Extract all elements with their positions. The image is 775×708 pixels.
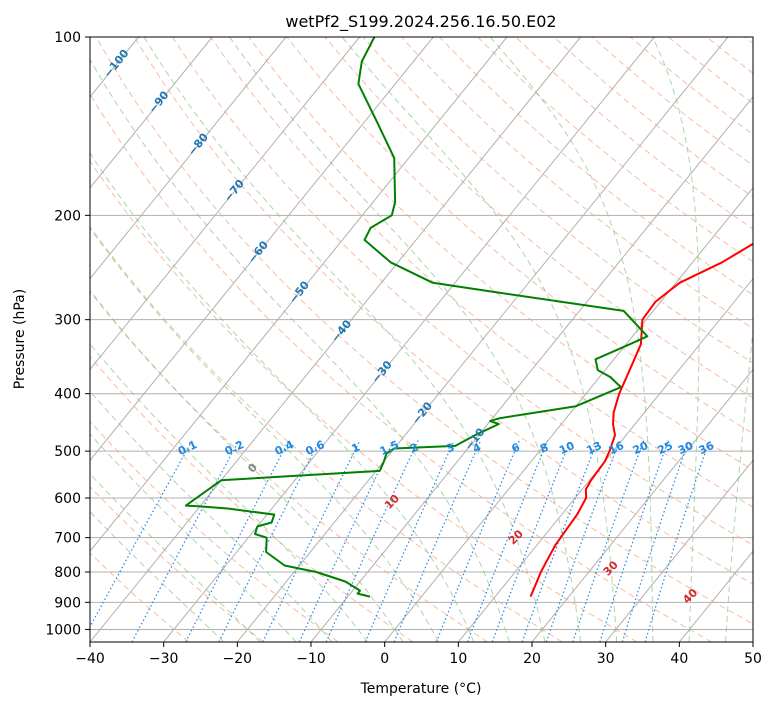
moist-adiabat-line — [725, 324, 753, 642]
x-axis-label: Temperature (°C) — [360, 681, 482, 697]
y-tick-label: 1000 — [45, 622, 81, 638]
dewpoint-profile-line — [184, 37, 649, 598]
isotherm-line — [605, 459, 753, 642]
dry-adiabat-line — [90, 225, 563, 642]
moist-adiabat-line — [90, 289, 404, 642]
mixing-ratio-line — [218, 440, 320, 642]
mixing-ratio-line — [644, 440, 710, 642]
x-tick-label: 10 — [449, 651, 467, 667]
y-tick-label: 900 — [54, 595, 81, 611]
mixing-ratio-label: 25 — [655, 439, 674, 457]
moist-adiabat-line — [652, 37, 700, 642]
mixing-ratio-label: 16 — [607, 439, 627, 457]
mixing-ratio-label: 30 — [676, 439, 696, 457]
moist-adiabat-line — [90, 511, 225, 642]
dry-adiabat-line — [90, 290, 488, 642]
isotherm-line — [90, 37, 287, 280]
mixing-ratio-line — [572, 440, 645, 642]
mixing-ratio-line — [545, 440, 621, 642]
mixing-ratio-line — [521, 440, 599, 642]
dry-adiabat-line — [248, 37, 753, 471]
moist-adiabat-line — [90, 343, 368, 642]
isotherm-line — [90, 37, 582, 642]
isotherm-line — [457, 277, 753, 642]
temperature-profile-line — [529, 242, 753, 597]
x-tick-label: 50 — [744, 651, 762, 667]
x-tick-label: 40 — [670, 651, 688, 667]
y-tick-label: 100 — [54, 30, 81, 46]
y-tick-label: 700 — [54, 531, 81, 547]
dry-adiabat-line — [90, 93, 712, 642]
isotherm-line — [90, 37, 213, 189]
y-axis-label: Pressure (hPa) — [12, 289, 28, 389]
x-tick-label: −20 — [223, 651, 253, 667]
profile-lines — [184, 37, 753, 598]
mixing-ratio-line — [325, 440, 419, 642]
y-tick-label: 800 — [54, 565, 81, 581]
y-tick-label: 200 — [54, 208, 81, 224]
mixing-ratio-line — [131, 440, 240, 642]
x-tick-label: 20 — [523, 651, 541, 667]
moist-adiabat-line — [143, 37, 546, 642]
x-tick-label: −30 — [149, 651, 179, 667]
isotherm-line — [90, 37, 508, 552]
mixing-ratio-label: 10 — [557, 439, 577, 457]
mixing-ratio-label: 36 — [697, 439, 717, 457]
dry-adiabat-line — [90, 355, 414, 642]
dry-adiabat-line — [90, 420, 339, 642]
dry-adiabat-line — [90, 159, 638, 642]
dry-adiabat-line — [286, 37, 753, 435]
moist-adiabat-line — [229, 37, 582, 642]
dry-adiabat-line — [210, 37, 753, 508]
isotherm-line — [163, 37, 655, 642]
dry-adiabat-line — [171, 37, 753, 546]
mixing-ratio-line — [621, 440, 690, 642]
chart-title: wetPf2_S199.2024.256.16.50.E02 — [285, 12, 556, 32]
mixing-ratio-label: 20 — [631, 439, 651, 457]
dry-adiabat-line — [90, 552, 190, 642]
mixing-ratio-label: 13 — [585, 439, 604, 457]
y-tick-label: 300 — [54, 313, 81, 329]
x-tick-label: −40 — [75, 651, 105, 667]
mixing-ratio-line — [364, 440, 455, 642]
isotherm-line — [531, 368, 753, 642]
isotherm-line — [236, 37, 729, 642]
plot-frame — [89, 36, 754, 643]
moist-adiabat-line — [90, 152, 475, 642]
y-tick-label: 500 — [54, 444, 81, 460]
dry-adiabat-line — [439, 37, 753, 296]
dry-adiabat-line — [95, 37, 753, 625]
moist-adiabat-line — [90, 58, 510, 642]
isotherm-line — [90, 37, 434, 462]
isotherm-line — [90, 37, 361, 371]
y-tick-label: 400 — [54, 387, 81, 403]
moist-adiabat-line — [489, 37, 654, 642]
moist-adiabat-line — [90, 433, 297, 642]
moist-adiabat-line — [90, 227, 439, 642]
x-tick-label: 0 — [380, 651, 389, 667]
x-tick-label: −10 — [296, 651, 326, 667]
moist-adiabat-line — [90, 473, 261, 642]
isotherm-line — [384, 187, 753, 642]
dry-adiabat-line — [133, 37, 753, 585]
y-tick-label: 600 — [54, 491, 81, 507]
mixing-ratio-line — [90, 440, 193, 629]
x-tick-label: 30 — [597, 651, 615, 667]
axis-ticks: −40 −30 −20 −10 0 10 20 30 40 50 100 200 300 400 500 60… — [45, 30, 762, 667]
mixing-ratio-line — [393, 440, 482, 642]
